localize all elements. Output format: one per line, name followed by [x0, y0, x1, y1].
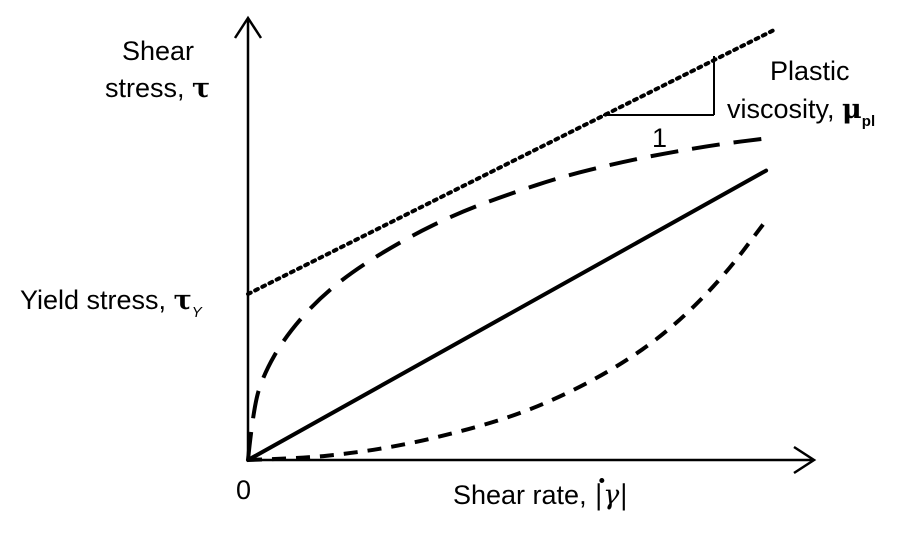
origin-text: 0 [236, 475, 252, 505]
viscosity-text: viscosity, [727, 94, 843, 124]
plastic-text: Plastic [770, 56, 850, 86]
series-layer [246, 28, 776, 462]
plastic-viscosity-line1: Plastic [770, 55, 850, 87]
yield-tau-symbol: τ [173, 285, 192, 316]
yield-stress-label: Yield stress, τY [20, 284, 202, 321]
slope-triangle [603, 56, 715, 116]
y-axis-label-line1: Shear [122, 35, 194, 67]
newtonian-line [246, 168, 769, 462]
yield-stress-text: Yield stress, [20, 285, 174, 315]
shear-thickening-line [247, 219, 768, 462]
origin-label: 0 [236, 474, 251, 506]
axes [233, 15, 817, 475]
plastic-viscosity-line2: viscosity, μpl [727, 93, 875, 130]
shear-thinning-line [246, 135, 775, 461]
slope-run-label: 1 [652, 122, 667, 154]
y-axis-arrowhead [233, 15, 263, 39]
x-axis-arrowhead [793, 445, 817, 475]
y-axis-label-line2: stress, τ [105, 72, 210, 105]
y-axis-label-shear: Shear [122, 36, 195, 66]
y-axis-label-stress: stress, [105, 73, 193, 103]
yield-subscript: Y [191, 304, 202, 321]
bingham-plastic-line [246, 28, 776, 296]
x-axis-label: Shear rate, |γ| [453, 466, 628, 512]
tau-symbol: τ [192, 73, 211, 104]
x-axis-label-text: Shear rate, [453, 480, 595, 510]
mu-symbol: μ [842, 94, 862, 125]
plastic-subscript: pl [861, 113, 876, 130]
slope-run-text: 1 [652, 123, 668, 153]
gamma-dot-symbol: |γ| [594, 466, 628, 512]
